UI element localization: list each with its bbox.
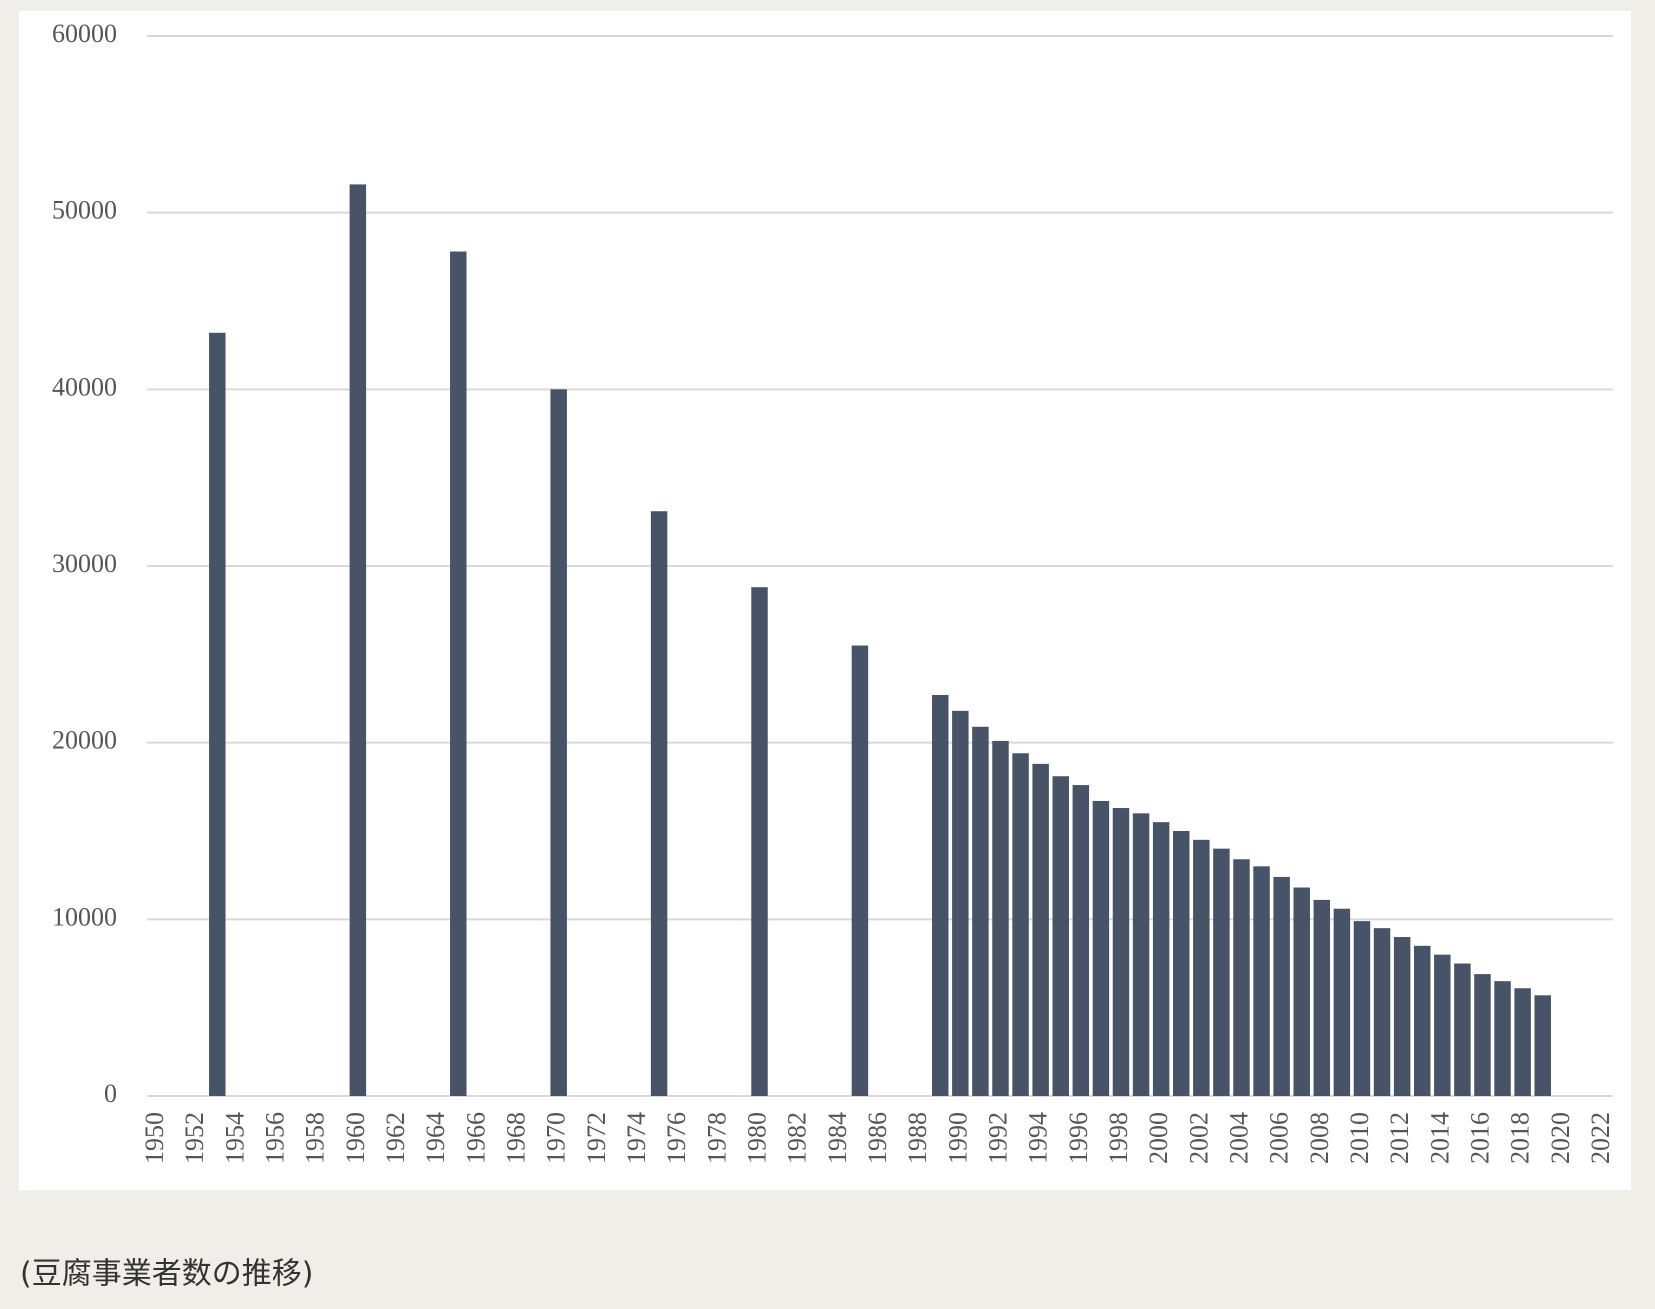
x-tick-label: 1988 [903,1112,932,1164]
y-tick-label: 10000 [52,902,117,931]
x-tick-label: 1964 [421,1112,450,1164]
bar [1132,813,1150,1096]
bar [972,726,989,1096]
bar [1353,921,1371,1096]
x-tick-label: 1970 [542,1112,571,1164]
x-tick-label: 1982 [783,1112,812,1164]
bar [1092,800,1110,1096]
x-tick-label: 2002 [1184,1112,1213,1164]
bar [932,694,949,1096]
y-tick-label: 20000 [52,726,117,755]
x-tick-label: 1992 [983,1112,1012,1164]
x-tick-label: 2012 [1385,1112,1414,1164]
bar [1172,831,1190,1096]
bar [1193,839,1210,1096]
x-tick-label: 2004 [1224,1112,1253,1164]
x-tick-label: 1974 [622,1112,651,1164]
bar [1514,988,1531,1096]
bar [1012,753,1029,1096]
bar [209,332,226,1096]
bar [751,587,768,1096]
bar [1032,763,1049,1096]
y-tick-label: 40000 [52,372,117,401]
x-tick-label: 2010 [1345,1112,1374,1164]
x-tick-label: 1998 [1104,1112,1133,1164]
x-tick-label: 1996 [1064,1112,1093,1164]
bar [1233,859,1250,1096]
x-tick-label: 2008 [1305,1112,1334,1164]
bar [1253,866,1270,1096]
x-tick-label: 1994 [1024,1112,1053,1164]
x-tick-label: 1960 [341,1112,370,1164]
x-tick-label: 1958 [301,1112,330,1164]
bar [1474,974,1491,1096]
y-tick-label: 60000 [52,19,117,48]
x-tick-label: 1954 [220,1112,249,1164]
bar [1052,776,1069,1096]
x-tick-label: 1976 [662,1112,691,1164]
x-tick-label: 1972 [582,1112,611,1164]
y-tick-label: 0 [104,1079,117,1108]
bar [1273,876,1290,1096]
y-tick-label: 50000 [52,196,117,225]
bar [1072,785,1090,1096]
y-tick-label: 30000 [52,549,117,578]
x-tick-label: 1986 [863,1112,892,1164]
bar [1413,945,1431,1096]
bar [952,710,969,1096]
x-tick-label: 1956 [261,1112,290,1164]
bar [1534,995,1551,1096]
x-tick-label: 1968 [501,1112,530,1164]
x-tick-label: 1984 [823,1112,852,1164]
bar [1333,908,1351,1096]
x-tick-label: 1966 [461,1112,490,1164]
x-tick-label: 1978 [702,1112,731,1164]
x-tick-label: 1962 [381,1112,410,1164]
bar [1494,981,1511,1096]
bar [1112,808,1130,1096]
bar [1454,963,1471,1096]
x-tick-label: 1950 [140,1112,169,1164]
x-tick-label: 2016 [1465,1112,1494,1164]
bar [450,251,467,1097]
x-tick-label: 1980 [742,1112,771,1164]
bar [1313,899,1331,1096]
x-tick-label: 2020 [1546,1112,1575,1164]
caption: (豆腐事業者数の推移) [20,1257,313,1292]
bar [650,511,668,1096]
bar [851,645,869,1096]
bar [1213,848,1230,1096]
bar [1152,822,1170,1096]
x-tick-label: 2018 [1506,1112,1535,1164]
x-tick-label: 2006 [1265,1112,1294,1164]
bar [992,740,1009,1096]
x-tick-label: 2022 [1586,1112,1615,1164]
bar [349,184,367,1096]
bar [1393,937,1411,1096]
bar [550,389,567,1096]
bar [1293,887,1310,1096]
bar [1373,928,1391,1096]
x-tick-label: 2014 [1425,1112,1454,1164]
bar [1434,954,1451,1096]
x-tick-label: 1990 [943,1112,972,1164]
x-tick-label: 2000 [1144,1112,1173,1164]
x-tick-label: 1952 [180,1112,209,1164]
